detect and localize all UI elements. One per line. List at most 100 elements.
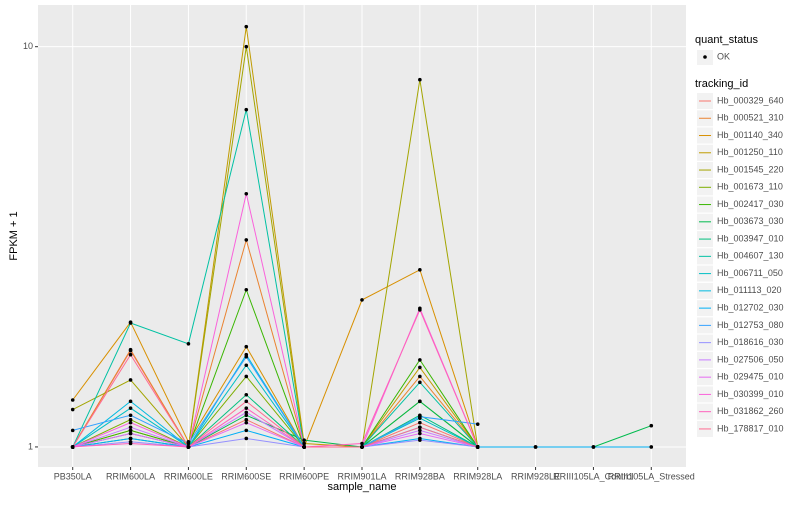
x-tick-label: RRIM928BA: [395, 471, 445, 481]
data-point: [244, 420, 249, 425]
data-point: [418, 77, 422, 82]
data-point: [533, 445, 538, 449]
data-point: [70, 428, 75, 433]
legend-label: Hb_001140_340: [717, 130, 783, 140]
series-line: [72, 46, 479, 449]
y-axis-title: FPKM + 1: [8, 211, 20, 260]
data-point: [649, 423, 654, 428]
data-point: [128, 406, 133, 410]
data-point: [70, 445, 75, 449]
data-point: [70, 407, 75, 412]
data-point: [244, 428, 249, 433]
data-point: [244, 363, 249, 368]
data-point: [128, 321, 133, 325]
data-point: [186, 445, 191, 449]
legend-label: Hb_031862_260: [717, 406, 784, 416]
x-tick-label: RRIM600LE: [164, 471, 213, 481]
data-point: [418, 399, 422, 404]
data-point: [418, 268, 422, 272]
data-point: [244, 344, 249, 349]
series-line: [72, 109, 479, 448]
data-point: [418, 308, 422, 312]
legend-label: Hb_006711_050: [717, 268, 783, 278]
series-line: [72, 308, 479, 448]
data-point: [418, 428, 422, 433]
legend-title: tracking_id: [695, 78, 748, 90]
legend-label: Hb_002417_030: [717, 199, 784, 209]
data-point: [418, 414, 422, 419]
data-point: [360, 445, 364, 449]
data-point: [244, 406, 249, 410]
data-point: [128, 420, 133, 425]
data-point: [128, 378, 133, 382]
legend-label: Hb_001250_110: [717, 147, 783, 157]
data-point: [475, 422, 480, 426]
legend-label: Hb_000329_640: [717, 95, 784, 105]
series-line: [72, 353, 478, 448]
x-tick-label: RRIII105LA_Control: [553, 471, 634, 481]
x-axis-title: sample_name: [327, 481, 396, 493]
data-point: [418, 365, 422, 370]
data-point: [418, 420, 422, 425]
legend-label: Hb_003673_030: [717, 216, 784, 226]
x-tick-label: RRIM901LA: [337, 471, 386, 481]
data-point: [360, 441, 364, 446]
data-point: [186, 342, 191, 346]
y-tick-label: 10: [23, 41, 33, 51]
data-point: [128, 413, 133, 418]
data-point: [244, 107, 249, 112]
data-point: [244, 392, 249, 397]
data-point: [418, 431, 422, 436]
legend-label: Hb_012702_030: [717, 302, 784, 312]
legend-dot: [703, 55, 707, 59]
data-point: [128, 441, 133, 446]
legend-label: Hb_030399_010: [717, 389, 784, 399]
legend-label: Hb_011113_020: [717, 285, 782, 295]
series-line: [72, 422, 478, 448]
data-point: [418, 425, 422, 430]
legend-label: Hb_003947_010: [717, 233, 784, 243]
data-point: [186, 441, 191, 446]
legend-label: Hb_027506_050: [717, 354, 784, 364]
series-line: [72, 364, 478, 448]
data-point: [128, 417, 133, 422]
data-point: [128, 436, 133, 441]
data-point: [244, 413, 249, 418]
data-point: [244, 354, 249, 359]
data-point: [128, 347, 133, 352]
x-tick-label: RRIM928LA: [453, 471, 502, 481]
legend-label: OK: [717, 51, 730, 61]
data-point: [418, 374, 422, 379]
data-point: [360, 298, 364, 302]
data-point: [128, 399, 133, 404]
series-line: [72, 437, 478, 448]
series-line: [72, 355, 478, 448]
data-point: [418, 438, 422, 442]
legend-label: Hb_178817_010: [717, 423, 784, 433]
legend-label: Hb_004607_130: [717, 251, 784, 261]
data-point: [244, 191, 249, 196]
legend-label: Hb_018616_030: [717, 337, 784, 347]
x-tick-label: RRIII105LA_Stressed: [608, 471, 695, 481]
legend-title: quant_status: [695, 34, 758, 46]
data-point: [128, 352, 133, 357]
data-point: [302, 438, 306, 442]
data-point: [244, 24, 249, 29]
x-tick-label: RRIM928LE: [511, 471, 560, 481]
x-tick-label: PB350LA: [54, 471, 92, 481]
data-point: [418, 358, 422, 362]
y-tick-label: 1: [28, 441, 33, 451]
series-line: [72, 411, 478, 448]
data-point: [302, 445, 306, 449]
data-point: [591, 445, 596, 449]
x-tick-label: RRIM600SE: [221, 471, 271, 481]
data-point: [128, 425, 133, 430]
data-point: [128, 431, 133, 436]
data-point: [475, 445, 480, 449]
data-point: [244, 436, 249, 441]
data-point: [302, 441, 306, 446]
legend-label: Hb_001545_220: [717, 164, 784, 174]
legend-label: Hb_029475_010: [717, 372, 784, 382]
series-line: [72, 269, 479, 449]
